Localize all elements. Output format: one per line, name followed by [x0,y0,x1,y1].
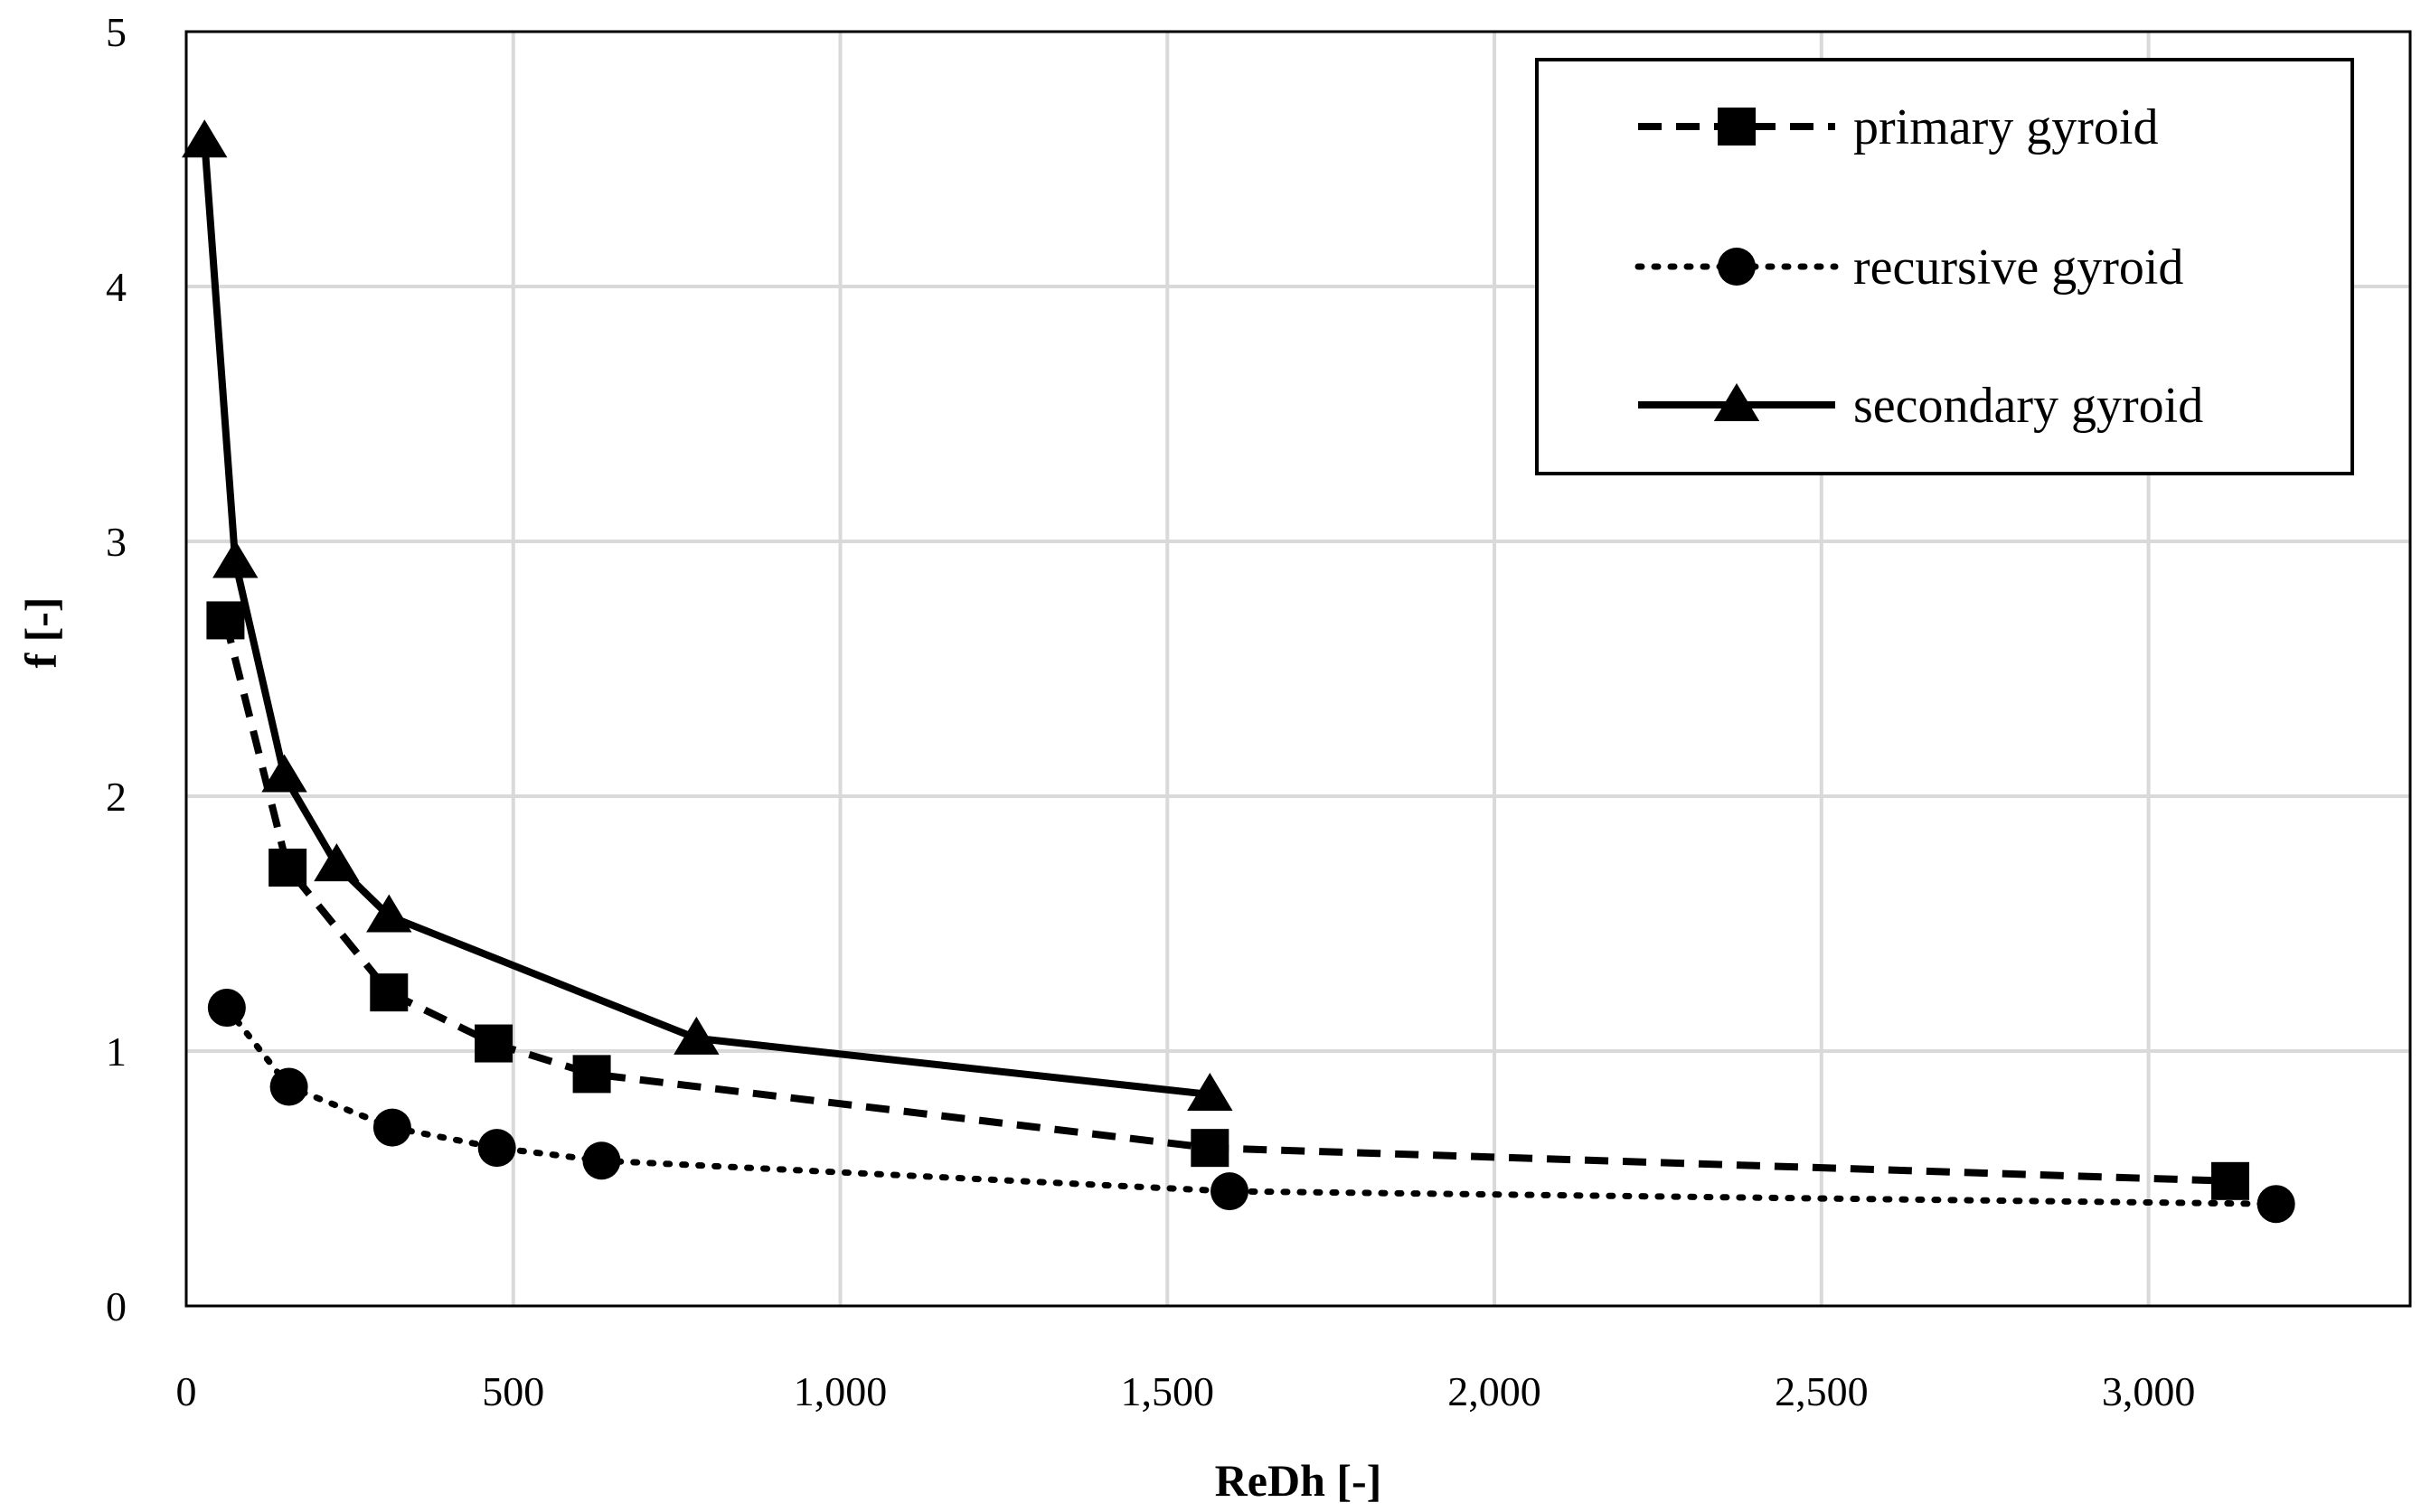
x-tick-label: 0 [176,1368,197,1414]
triangle-marker [212,540,259,578]
square-marker [268,848,307,887]
y-tick-label: 4 [106,264,127,310]
circle-marker [2256,1185,2295,1224]
x-tick-label: 2,500 [1775,1368,1869,1414]
triangle-marker [314,843,360,882]
x-tick-label: 2,000 [1447,1368,1541,1414]
triangle-marker [1187,1072,1233,1111]
legend-label: primary gyroid [1853,99,2158,155]
square-marker [572,1055,611,1094]
x-axis-title: ReDh [-] [1215,1455,1382,1506]
series-line [221,619,2231,1185]
legend-entry: secondary gyroid [1638,378,2203,434]
y-tick-label: 5 [106,9,127,55]
square-marker [1191,1129,1229,1168]
series-primary-gyroid [206,601,2250,1200]
circle-marker [1210,1172,1249,1211]
square-marker [206,601,245,640]
y-tick-label: 3 [106,519,127,565]
x-tick-label: 1,000 [794,1368,888,1414]
plot-area [184,30,2412,1308]
y-tick-label: 1 [106,1028,127,1075]
square-marker [2211,1161,2250,1200]
x-tick-label: 500 [482,1368,544,1414]
x-tick-label: 3,000 [2102,1368,2196,1414]
square-marker [1718,108,1756,146]
triangle-marker [674,1016,720,1055]
y-axis-title: f [-] [15,596,66,668]
legend-entry: recursive gyroid [1634,239,2183,296]
series-secondary-gyroid [182,119,1233,1111]
triangle-marker [366,894,412,933]
circle-marker [477,1129,516,1168]
circle-marker [1718,248,1756,286]
triangle-marker [261,754,307,793]
square-marker [475,1024,513,1063]
x-tick-label: 1,500 [1121,1368,1215,1414]
legend-label: recursive gyroid [1853,239,2183,296]
legend: primary gyroid recursive gyroid secondary … [1535,58,2354,475]
series-layer [182,119,2295,1224]
circle-marker [582,1141,621,1180]
series-recursive-gyroid [207,989,2295,1224]
circle-marker [372,1108,411,1147]
triangle-marker [182,119,228,158]
square-marker [370,973,409,1012]
legend-entries: primary gyroid recursive gyroid secondary … [1634,99,2203,434]
y-tick-label: 2 [106,774,127,820]
legend-label: secondary gyroid [1853,378,2203,434]
circle-marker [269,1067,308,1106]
y-tick-label: 0 [106,1283,127,1329]
legend-entry: primary gyroid [1638,99,2158,155]
tick-labels: 0 500 1,000 1,500 2,000 2,500 3,000 0 1 2 3 4 5 [106,9,2195,1414]
circle-marker [207,989,246,1028]
triangle-marker [1713,383,1760,421]
